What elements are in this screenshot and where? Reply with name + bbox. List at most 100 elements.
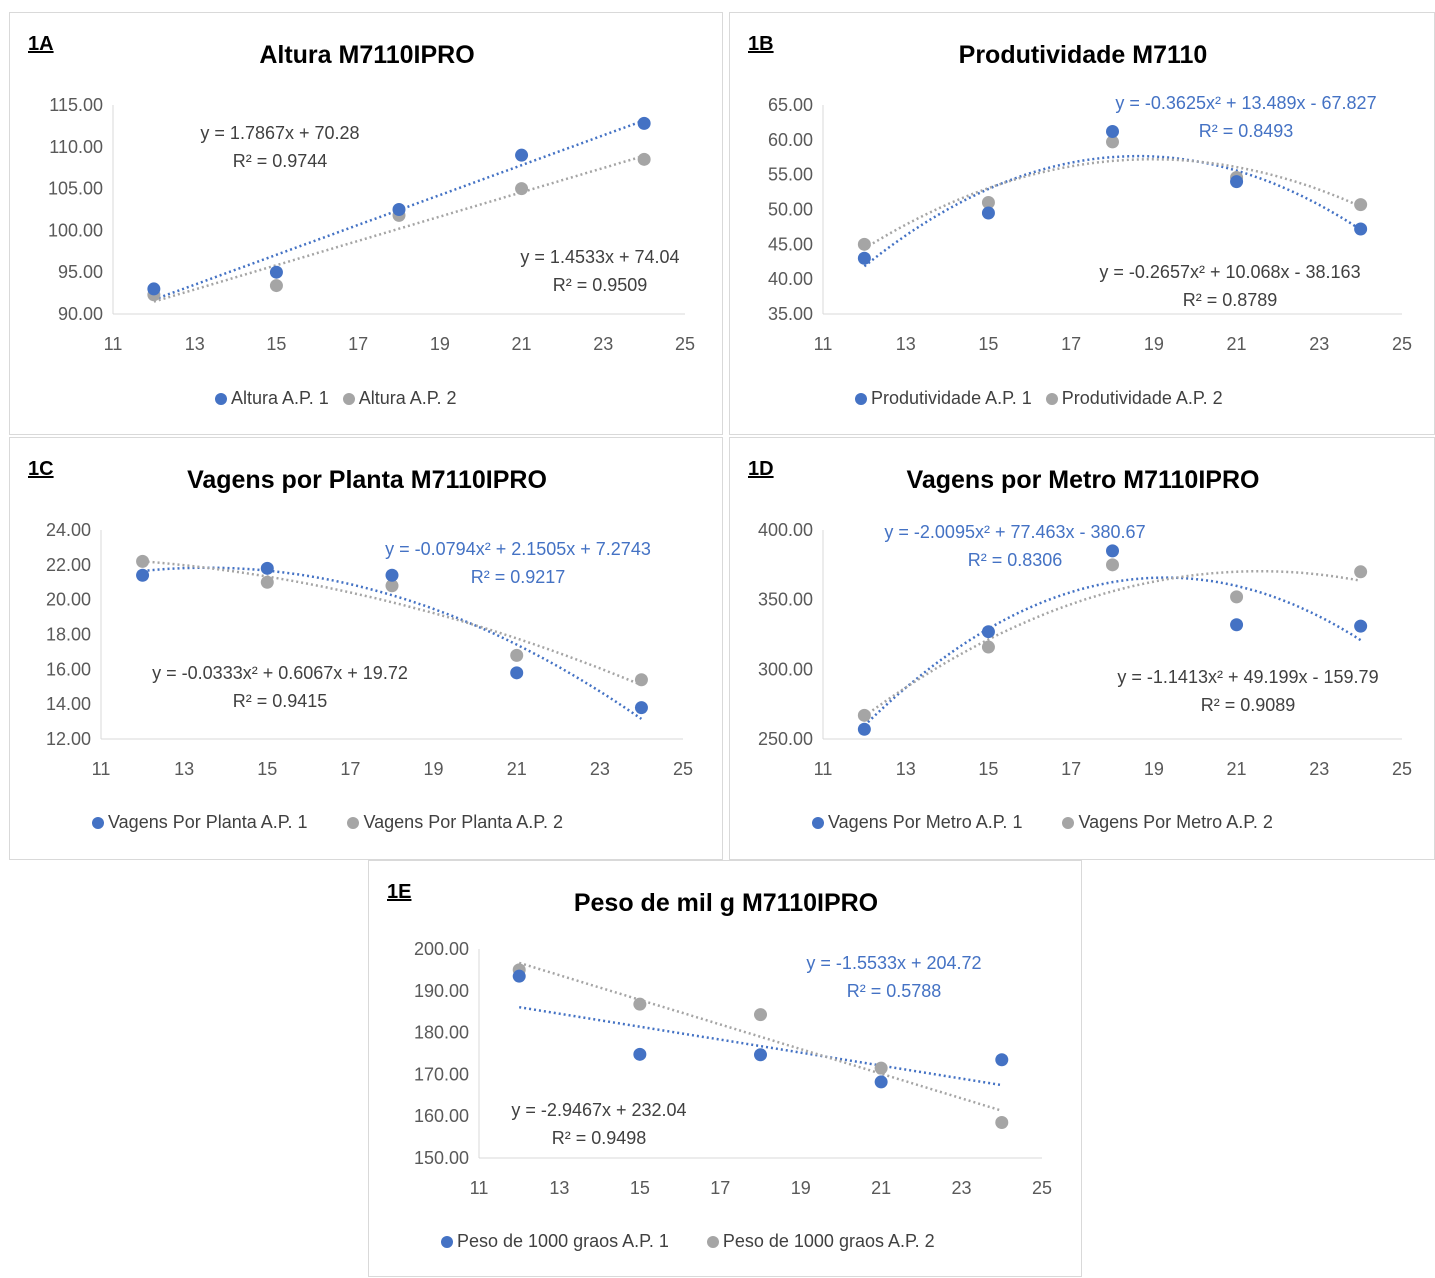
data-point (857, 722, 871, 736)
x-tick-label: 23 (1309, 334, 1329, 354)
x-tick-label: 19 (424, 759, 444, 779)
data-point (1106, 124, 1119, 138)
legend-label: Altura A.P. 1 (231, 388, 329, 408)
legend-marker-icon (441, 1235, 453, 1248)
data-point (754, 1008, 767, 1022)
trendline-equation: y = -1.5533x + 204.72 R² = 0.5788 (764, 949, 1024, 1005)
legend-label: Produtividade A.P. 2 (1061, 388, 1223, 408)
data-point (1354, 619, 1368, 633)
panel-label: 1C (28, 458, 54, 480)
legend-marker-icon (342, 392, 355, 405)
x-tick-label: 11 (814, 759, 833, 779)
y-tick-label: 55.00 (768, 165, 813, 185)
data-point (1354, 198, 1368, 212)
chart-panel-1b: 1B Produtividade M7110 35.00 40.00 45.00 50… (729, 12, 1435, 435)
data-point (385, 568, 399, 582)
plot-area: 150.00 160.00 170.00 180.00 190.00 200.00 11 13… (414, 939, 1052, 1198)
x-tick-label: 15 (978, 334, 998, 354)
x-tick-label: 25 (673, 759, 693, 779)
legend: Vagens Por Metro A.P. 1 Vagens Por Metro… (812, 812, 1273, 833)
y-tick-label: 40.00 (768, 269, 813, 289)
x-tick-label: 11 (814, 334, 833, 354)
chart-title: Altura M7110IPRO (259, 41, 475, 69)
trendline (863, 576, 1362, 727)
trendline (153, 154, 645, 303)
r-squared-text: R² = 0.9509 (552, 275, 648, 295)
legend: Peso de 1000 graos A.P. 1 Peso de 1000 g… (441, 1231, 935, 1252)
data-point (269, 265, 283, 279)
data-point (1106, 135, 1119, 149)
x-tick-label: 21 (1227, 334, 1247, 354)
x-tick-label: 15 (978, 759, 998, 779)
plot-area: 250.00 300.00 350.00 400.00 11 13 15 17 19 21 23 25 (758, 520, 1412, 779)
data-point (874, 1075, 888, 1089)
data-point (512, 969, 526, 983)
equation-text: y = 1.4533x + 74.04 (520, 247, 680, 267)
r-squared-text: R² = 0.9498 (551, 1128, 647, 1148)
y-tick-label: 105.00 (48, 179, 103, 199)
x-tick-label: 17 (710, 1178, 730, 1198)
r-squared-text: R² = 0.9415 (232, 691, 328, 711)
trendline-equation: y = -0.0333x² + 0.6067x + 19.72 R² = 0.9… (110, 659, 450, 715)
y-tick-label: 400.00 (758, 520, 813, 540)
x-tick-label: 11 (470, 1178, 489, 1198)
data-point (269, 279, 283, 293)
equation-text: y = -2.0095x² + 77.463x - 380.67 (884, 522, 1146, 542)
equation-text: y = -1.1413x² + 49.199x - 159.79 (1117, 667, 1379, 687)
legend-label: Vagens Por Metro A.P. 2 (1078, 812, 1273, 832)
panel-label: 1A (28, 33, 54, 55)
x-tick-label: 25 (1392, 759, 1412, 779)
y-tick-label: 115.00 (49, 95, 103, 115)
data-point (1230, 175, 1244, 189)
data-point (1230, 590, 1244, 604)
legend: Vagens Por Planta A.P. 1 Vagens Por Plan… (92, 812, 563, 833)
x-tick-label: 19 (791, 1178, 811, 1198)
x-tick-label: 11 (92, 759, 111, 779)
trendline-equation: y = -2.9467x + 232.04 R² = 0.9498 (469, 1096, 729, 1152)
equation-text: y = -1.5533x + 204.72 (806, 953, 982, 973)
legend-marker-icon (347, 816, 360, 829)
x-tick-label: 23 (590, 759, 610, 779)
legend: Altura A.P. 1 Altura A.P. 2 (215, 388, 456, 409)
x-tick-label: 25 (1392, 334, 1412, 354)
x-tick-label: 21 (507, 759, 527, 779)
x-tick-label: 21 (871, 1178, 891, 1198)
equation-text: y = -0.3625x² + 13.489x - 67.827 (1115, 93, 1377, 113)
y-tick-label: 14.00 (46, 694, 91, 714)
x-tick-label: 23 (593, 334, 613, 354)
equation-text: y = -0.0333x² + 0.6067x + 19.72 (152, 663, 408, 683)
legend-marker-icon (92, 816, 104, 829)
data-point (1106, 544, 1119, 558)
trendline-equation: y = 1.4533x + 74.04 R² = 0.9509 (465, 243, 735, 299)
data-point (981, 625, 995, 639)
y-tick-label: 12.00 (46, 729, 91, 749)
x-tick-label: 13 (896, 759, 916, 779)
legend-label: Vagens Por Planta A.P. 2 (363, 812, 563, 832)
data-point (1106, 558, 1119, 572)
data-point (515, 148, 529, 162)
y-tick-label: 110.00 (49, 137, 103, 157)
y-tick-label: 22.00 (46, 555, 91, 575)
data-point (385, 579, 399, 593)
data-point (1354, 222, 1368, 236)
x-tick-label: 17 (340, 759, 360, 779)
data-point (1230, 618, 1244, 632)
legend-item: Vagens Por Planta A.P. 2 (347, 812, 563, 833)
y-tick-label: 160.00 (414, 1106, 469, 1126)
legend-label: Peso de 1000 graos A.P. 2 (722, 1231, 935, 1251)
legend-item: Vagens Por Metro A.P. 2 (1062, 812, 1273, 833)
data-point (754, 1048, 767, 1062)
y-tick-label: 65.00 (768, 95, 813, 115)
legend-label: Altura A.P. 2 (358, 388, 457, 408)
chart-panel-1e: 1E Peso de mil g M7110IPRO 150.00 160.00 1… (368, 860, 1082, 1277)
legend-label: Vagens Por Planta A.P. 1 (108, 812, 308, 832)
x-tick-label: 15 (266, 334, 286, 354)
x-tick-label: 17 (1061, 334, 1081, 354)
y-tick-label: 350.00 (758, 590, 813, 610)
y-tick-label: 20.00 (46, 590, 91, 610)
trendline-equation: y = -0.2657x² + 10.068x - 38.163 R² = 0.… (1060, 258, 1400, 314)
panel-label: 1B (748, 33, 774, 55)
legend-marker-icon (706, 1235, 719, 1248)
x-tick-label: 21 (1227, 759, 1247, 779)
y-tick-label: 300.00 (758, 659, 813, 679)
